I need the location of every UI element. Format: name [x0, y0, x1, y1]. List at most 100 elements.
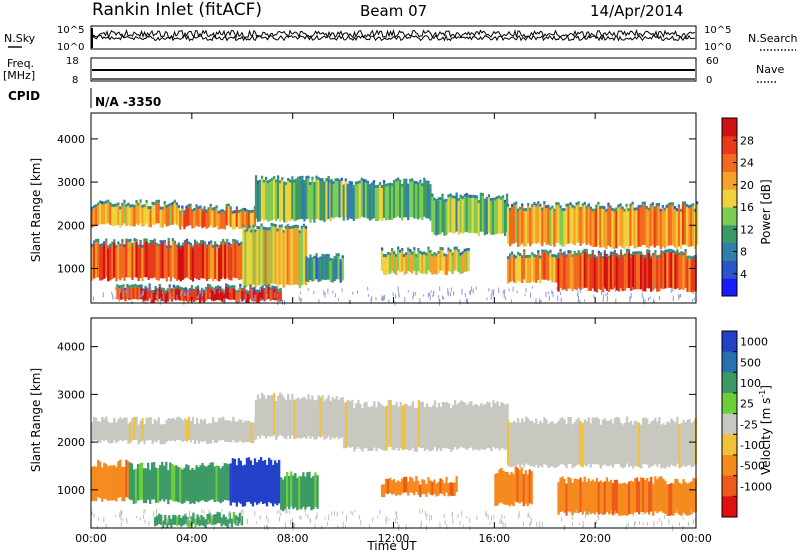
- velocity-colorbar-swatch: [722, 434, 737, 456]
- data-cell: [91, 422, 94, 443]
- data-cell: [523, 211, 526, 247]
- data-cell: [445, 257, 448, 276]
- data-cell: [399, 252, 402, 273]
- data-cell: [666, 421, 669, 467]
- data-cell-edge: [177, 205, 180, 208]
- data-cell: [277, 291, 280, 302]
- data-cell: [603, 418, 606, 465]
- scatter-speck: [388, 518, 390, 521]
- data-cell-edge: [667, 202, 671, 206]
- data-cell: [429, 480, 432, 495]
- data-cell: [179, 248, 182, 282]
- data-cell-edge: [685, 204, 689, 208]
- data-cell-edge: [208, 241, 211, 245]
- data-cell-edge: [617, 254, 621, 258]
- data-cell-edge: [145, 238, 148, 242]
- data-cell: [632, 481, 635, 515]
- data-cell-edge: [447, 194, 450, 198]
- power-colorbar-swatch: [722, 135, 737, 155]
- data-cell: [187, 416, 191, 440]
- data-cell-edge: [630, 253, 633, 257]
- data-cell-edge: [354, 181, 357, 185]
- data-cell-edge: [481, 193, 484, 196]
- data-cell: [345, 401, 348, 448]
- data-cell-edge: [125, 238, 128, 242]
- data-cell-edge: [229, 206, 232, 210]
- data-cell-edge: [250, 229, 253, 233]
- data-cell: [332, 184, 335, 219]
- data-cell: [577, 417, 580, 465]
- data-cell: [99, 421, 102, 443]
- data-cell-edge: [265, 285, 268, 288]
- x-tick-label: 00:00: [680, 532, 712, 545]
- data-cell: [650, 258, 653, 292]
- data-cell: [284, 228, 287, 286]
- scatter-speck: [547, 291, 549, 295]
- data-cell: [453, 198, 456, 234]
- data-cell-edge: [258, 226, 261, 230]
- scatter-speck: [459, 521, 461, 526]
- data-cell-edge: [583, 248, 586, 252]
- data-cell: [282, 232, 285, 288]
- scatter-speck: [167, 516, 169, 523]
- data-cell-edge: [386, 183, 390, 187]
- data-cell-edge: [638, 251, 641, 255]
- data-cell: [319, 181, 322, 221]
- data-cell-edge: [149, 206, 152, 210]
- scatter-speck: [139, 290, 140, 295]
- data-cell-edge: [205, 209, 208, 213]
- data-cell-edge: [164, 290, 167, 294]
- data-cell: [427, 183, 430, 219]
- data-cell: [302, 472, 305, 507]
- data-cell: [525, 416, 528, 464]
- velocity-data: [91, 392, 697, 532]
- data-cell-edge: [635, 207, 638, 211]
- data-cell: [245, 212, 249, 229]
- data-cell: [656, 258, 659, 292]
- data-cell-edge: [537, 250, 540, 254]
- scatter-speck: [388, 299, 390, 304]
- data-cell: [340, 180, 343, 217]
- power-colorbar-swatch: [722, 189, 737, 208]
- data-cell: [99, 203, 102, 224]
- data-cell-edge: [147, 206, 150, 210]
- scatter-speck: [180, 291, 182, 297]
- data-cell: [315, 256, 318, 280]
- scatter-speck: [621, 287, 622, 291]
- data-cell: [512, 474, 515, 507]
- data-cell: [662, 423, 665, 468]
- data-cell-edge: [202, 289, 206, 293]
- data-cell-edge: [291, 176, 294, 180]
- data-cell-edge: [167, 203, 170, 207]
- data-cell-edge: [467, 194, 470, 198]
- data-cell-edge: [231, 285, 234, 288]
- data-cell: [153, 205, 156, 225]
- data-cell: [331, 397, 334, 438]
- data-cell-edge: [485, 196, 489, 200]
- data-cell-edge: [455, 192, 458, 196]
- scatter-speck: [516, 290, 518, 294]
- data-cell-edge: [271, 177, 274, 181]
- data-cell: [275, 400, 278, 440]
- data-cell: [456, 404, 459, 450]
- data-cell-edge: [605, 253, 609, 257]
- data-cell: [403, 403, 406, 450]
- data-cell-edge: [506, 203, 510, 207]
- scatter-speck: [605, 293, 607, 296]
- data-cell: [226, 519, 229, 528]
- data-cell-edge: [427, 180, 430, 184]
- scatter-speck: [512, 286, 514, 292]
- data-cell: [648, 424, 651, 468]
- data-cell: [537, 424, 540, 469]
- data-cell-edge: [280, 224, 283, 228]
- data-cell: [530, 471, 533, 505]
- power-colorbar-tick-label: 28: [740, 134, 754, 147]
- data-cell: [625, 251, 629, 288]
- data-cell: [157, 246, 160, 281]
- data-cell: [230, 421, 233, 443]
- data-cell: [223, 463, 226, 500]
- data-cell-edge: [107, 245, 110, 249]
- data-cell: [668, 422, 671, 468]
- data-cell: [147, 209, 150, 228]
- scatter-speck: [203, 510, 205, 514]
